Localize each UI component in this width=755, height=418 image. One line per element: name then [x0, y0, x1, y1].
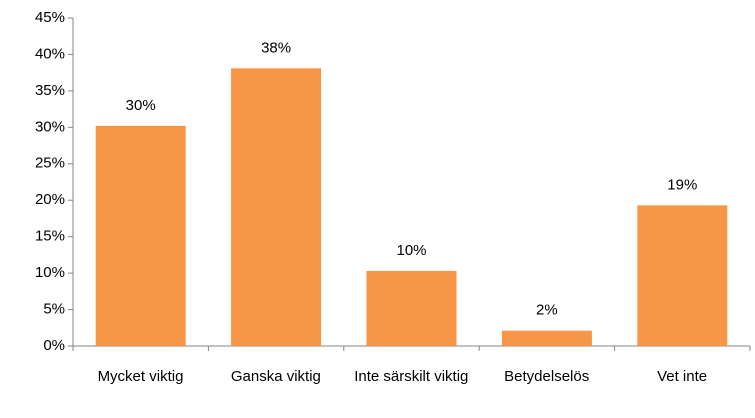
bar	[95, 125, 186, 347]
x-tick-label: Vet inte	[657, 368, 708, 385]
y-tick-label: 20%	[35, 191, 65, 208]
bar	[231, 68, 322, 346]
y-tick-label: 35%	[35, 82, 65, 99]
y-tick-label: 25%	[35, 155, 65, 172]
bar	[501, 330, 592, 346]
x-tick-label: Ganska viktig	[230, 368, 321, 385]
y-tick-label: 40%	[35, 45, 65, 62]
y-tick-label: 10%	[35, 264, 65, 281]
bar	[366, 270, 457, 346]
data-label: 38%	[261, 39, 291, 56]
y-tick-label: 5%	[43, 301, 65, 318]
x-tick-label: Betydelselös	[504, 368, 590, 385]
x-tick-label: Mycket viktig	[97, 368, 184, 385]
data-label: 30%	[126, 97, 156, 114]
data-label: 19%	[667, 176, 697, 193]
bar	[637, 205, 728, 346]
y-tick-label: 30%	[35, 118, 65, 135]
data-label: 10%	[396, 242, 426, 259]
y-tick-label: 45%	[35, 9, 65, 26]
data-label: 2%	[536, 302, 558, 319]
y-tick-label: 0%	[43, 337, 65, 354]
y-tick-label: 15%	[35, 228, 65, 245]
x-tick-label: Inte särskilt viktig	[354, 368, 469, 385]
